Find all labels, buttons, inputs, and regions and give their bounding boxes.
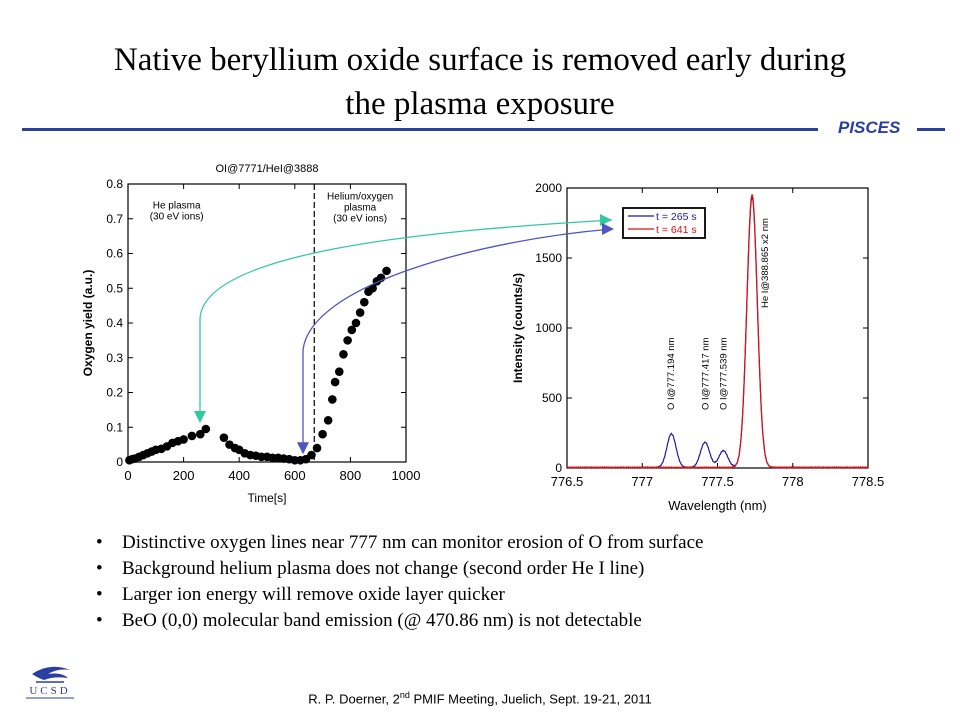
oxygen-yield-point — [328, 395, 337, 404]
left-x-tick-label: 0 — [124, 468, 131, 483]
oxygen-yield-point — [201, 424, 211, 434]
right-x-tick-label: 777.5 — [701, 474, 734, 489]
left-chart-title: OI@7771/HeI@3888 — [215, 163, 318, 175]
oxygen-yield-point — [307, 450, 316, 460]
oxygen-yield-point — [355, 308, 365, 317]
title-line-2: the plasma exposure — [345, 86, 615, 122]
teal-connector-arrow — [199, 219, 613, 421]
peak-label: He I@388.865 x2 nm — [760, 218, 771, 308]
left-x-tick-label: 600 — [284, 468, 306, 483]
right-y-tick-label: 1500 — [535, 251, 562, 265]
left-x-tick-label: 800 — [340, 468, 362, 483]
left-x-tick-label: 1000 — [392, 468, 421, 483]
blue-connector-arrow — [302, 228, 613, 453]
series-line-t641 — [566, 193, 869, 469]
left-plot-frame — [127, 183, 407, 463]
ucsd-logo: UCSD — [26, 666, 74, 699]
oxygen-yield-point — [382, 266, 391, 276]
left-annotation-line: (30 eV ions) — [333, 214, 387, 225]
oxygen-yield-point — [318, 429, 327, 439]
oxygen-yield-point — [330, 377, 340, 387]
bullet-item: Distinctive oxygen lines near 777 nm can… — [96, 530, 703, 556]
left-y-tick-label: 0.1 — [106, 420, 123, 434]
oxygen-yield-point — [351, 318, 361, 328]
left-y-axis-label: Oxygen yield (a.u.) — [81, 270, 95, 377]
footer-rest: PMIF Meeting, Juelich, Sept. 19-21, 2011 — [409, 691, 652, 707]
left-x-tick-label: 400 — [228, 468, 250, 483]
peak-label: O I@777.417 nm — [700, 337, 711, 410]
oxygen-yield-point — [312, 443, 322, 453]
header-rule-end — [917, 128, 945, 131]
logo-text: UCSD — [29, 685, 70, 697]
oxygen-yield-point — [343, 336, 352, 345]
right-x-axis-label: Wavelength (nm) — [668, 498, 767, 513]
slide-title: Native beryllium oxide surface is remove… — [40, 38, 920, 126]
oxygen-yield-point — [179, 435, 188, 444]
oxygen-yield-point — [334, 367, 344, 376]
teal-arrow-head — [194, 410, 206, 423]
right-x-tick-label: 776.5 — [551, 474, 584, 489]
left-annotation-line: (30 eV ions) — [150, 211, 204, 222]
legend-entry: t = 265 s — [656, 211, 697, 223]
brand-label: PISCES — [838, 118, 901, 137]
left-y-tick-label: 0.6 — [106, 247, 123, 261]
bullet-list: Distinctive oxygen lines near 777 nm can… — [96, 530, 703, 634]
left-y-tick-label: 0.7 — [106, 212, 123, 226]
left-x-tick-label: 200 — [173, 468, 195, 483]
right-x-tick-label: 778 — [782, 474, 804, 489]
figure: 0 200 400 600 800 1000 0 0.1 0.2 0.3 0.4 0.5 0.6 0.7 0… — [81, 163, 885, 513]
right-y-axis-label: Intensity (counts/s) — [511, 273, 525, 383]
right-x-tick-label: 777 — [631, 474, 653, 489]
oxygen-yield-point — [219, 433, 229, 442]
oxygen-yield-point — [187, 431, 197, 441]
right-y-tick-label: 500 — [542, 391, 562, 405]
left-y-tick-label: 0.3 — [106, 351, 123, 365]
oxygen-yield-point — [323, 416, 333, 425]
left-x-axis-label: Time[s] — [248, 491, 287, 505]
series-line-t265 — [566, 196, 869, 469]
oxygen-yield-point — [347, 325, 357, 335]
oxygen-yield-point — [195, 429, 205, 439]
right-y-tick-label: 0 — [555, 461, 562, 475]
peak-label: O I@777.539 nm — [719, 337, 730, 410]
legend-box — [622, 207, 706, 239]
oxygen-yield-point — [368, 283, 377, 293]
left-annotation-line: He plasma — [153, 200, 201, 211]
legend-entry: t = 641 s — [656, 224, 697, 236]
right-y-tick-label: 1000 — [535, 321, 562, 335]
bullet-item: Larger ion energy will remove oxide laye… — [96, 582, 703, 608]
blue-arrow-head — [602, 223, 614, 235]
teal-arrow-head — [600, 214, 612, 226]
header-rule — [22, 128, 818, 131]
bullet-item: BeO (0,0) molecular band emission (@ 470… — [96, 608, 703, 634]
left-annotation-line: Helium/oxygen — [327, 192, 393, 203]
oxygen-yield-point — [360, 297, 369, 307]
left-y-tick-label: 0.5 — [106, 281, 123, 295]
title-line-1: Native beryllium oxide surface is remove… — [113, 42, 847, 78]
right-plot-frame — [566, 187, 869, 469]
left-y-tick-label: 0.2 — [106, 386, 123, 400]
bullet-item: Background helium plasma does not change… — [96, 556, 703, 582]
left-y-tick-label: 0.4 — [106, 316, 123, 330]
right-y-tick-label: 2000 — [535, 181, 562, 195]
right-x-tick-label: 778.5 — [852, 474, 885, 489]
footer-author: R. P. Doerner, 2 — [308, 691, 400, 707]
footer-citation: R. P. Doerner, 2nd PMIF Meeting, Juelich… — [0, 690, 960, 706]
peak-label: O I@777.194 nm — [666, 337, 677, 410]
footer-sup: nd — [399, 690, 410, 700]
left-y-tick-label: 0 — [116, 455, 123, 469]
left-y-tick-label: 0.8 — [106, 177, 123, 191]
left-annotation-line: plasma — [344, 203, 377, 214]
blue-arrow-head — [297, 442, 309, 455]
oxygen-yield-point — [339, 349, 348, 359]
